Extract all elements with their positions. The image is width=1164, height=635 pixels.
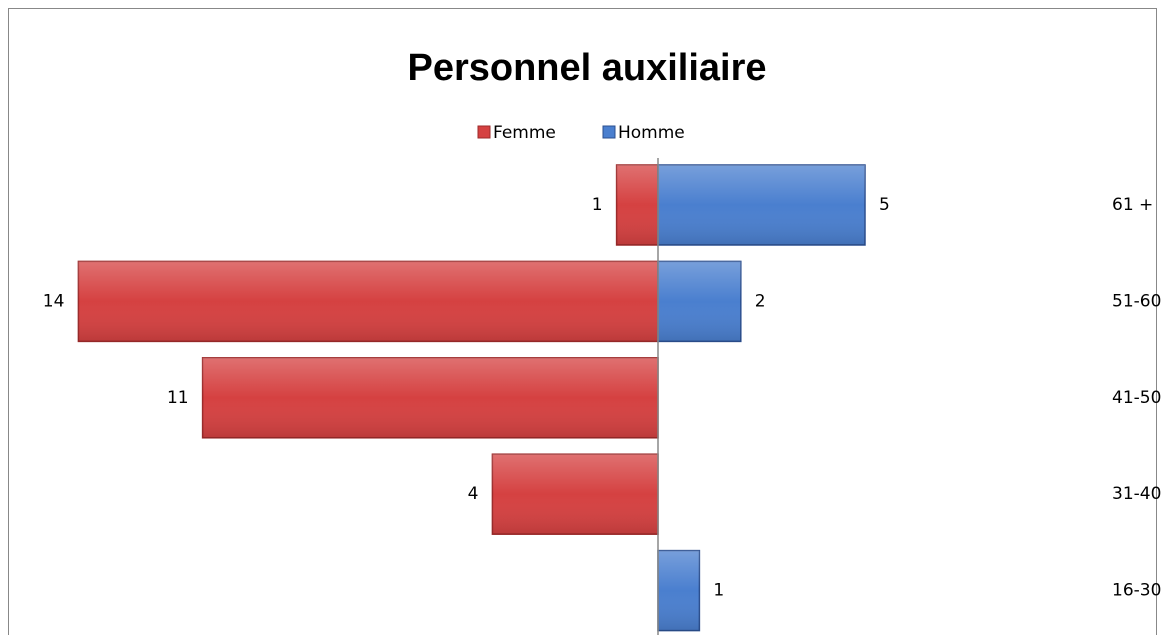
bar-shine [658, 550, 700, 631]
y-tick-label: 16-30 [1112, 581, 1161, 601]
y-tick-label: 61 + [1112, 195, 1153, 215]
data-label: 11 [167, 388, 189, 408]
data-label: 1 [592, 195, 603, 215]
data-label: 1 [713, 581, 724, 601]
data-label: 4 [468, 484, 479, 504]
y-tick-label: 51-60 [1112, 291, 1161, 311]
data-label: 5 [879, 195, 890, 215]
legend-label: Femme [493, 123, 556, 143]
legend-label: Homme [618, 123, 685, 143]
data-label: 14 [43, 291, 65, 311]
bar-shine [492, 454, 658, 535]
bar-shine [658, 261, 741, 342]
y-tick-label: 31-40 [1112, 484, 1161, 504]
y-tick-label: 41-50 [1112, 388, 1161, 408]
bar-shine [202, 357, 658, 438]
legend-swatch [602, 125, 616, 139]
bar-shine [616, 165, 658, 245]
bar-shine [78, 261, 658, 342]
legend-swatch [477, 125, 491, 139]
chart-title: Personnel auxiliaire [407, 47, 766, 89]
bar-shine [658, 165, 865, 245]
data-label: 2 [755, 291, 766, 311]
